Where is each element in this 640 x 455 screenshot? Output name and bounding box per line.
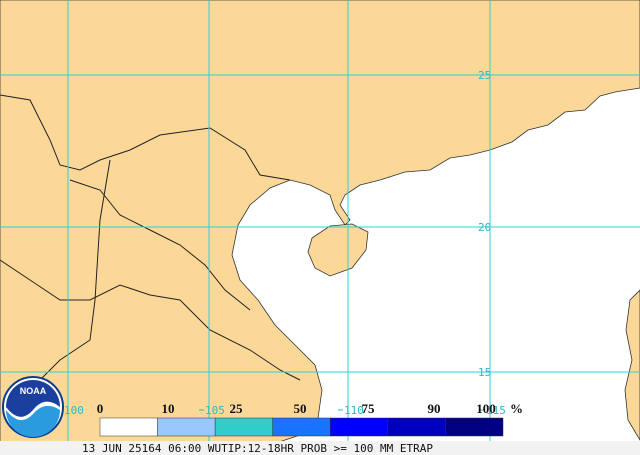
logo-text: NOAA [20, 386, 47, 396]
legend-bin [330, 417, 389, 437]
country-border [0, 259, 301, 381]
footer-bar [0, 441, 640, 455]
legend-bin [157, 417, 216, 437]
noaa-logo: NOAA [2, 376, 64, 438]
longitude-label: 110 [344, 404, 364, 417]
legend-label: 100 [476, 401, 496, 416]
country-border [39, 159, 111, 381]
legend-bin [272, 417, 331, 437]
legend-label: 50 [294, 401, 307, 416]
legend-bin [445, 417, 504, 437]
logo-bottom [6, 405, 60, 437]
hainan-island [307, 223, 369, 277]
footer-text: 13 JUN 25164 06:00 WUTIP:12-18HR PROB >=… [82, 442, 433, 455]
legend-bin [387, 417, 446, 437]
longitude-label: 115 [486, 404, 506, 417]
legend-bin [214, 417, 273, 437]
legend-label: 90 [428, 401, 441, 416]
longitude-label: 105 [205, 404, 225, 417]
legend-label: 25 [230, 401, 244, 416]
legend-label: 10 [162, 401, 175, 416]
longitude-label: 100 [64, 404, 84, 417]
country-border [0, 94, 291, 181]
latitude-label: 25 [478, 69, 491, 82]
legend-bin [99, 417, 158, 437]
legend-label: 75 [362, 401, 376, 416]
legend-label: 0 [97, 401, 104, 416]
legend-unit: % [510, 401, 523, 416]
latitude-label: 15 [478, 366, 491, 379]
country-border [69, 179, 251, 311]
logo-top [6, 380, 60, 417]
latitude-label: 20 [478, 221, 491, 234]
eastern-island [624, 289, 640, 441]
